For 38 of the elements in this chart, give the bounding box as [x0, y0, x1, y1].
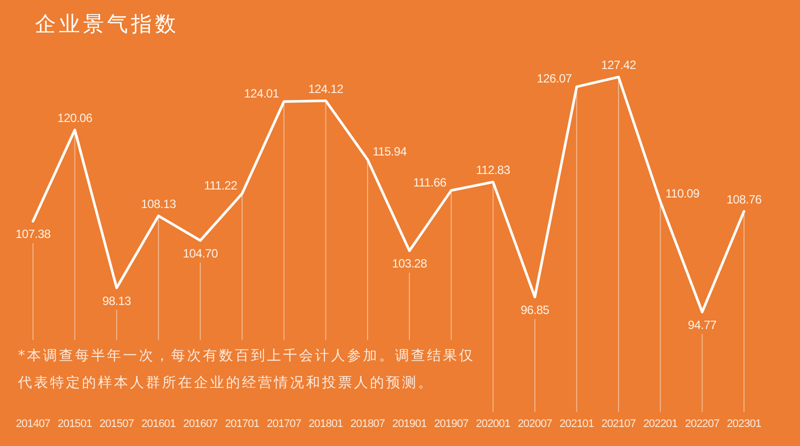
x-tick-label: 202207	[685, 418, 720, 430]
data-label: 107.38	[16, 227, 52, 242]
data-label: 127.42	[601, 58, 637, 72]
data-label: 94.77	[688, 318, 718, 332]
x-tick-label: 202101	[560, 418, 594, 430]
x-tick-label: 201807	[350, 418, 386, 430]
x-tick-label: 202201	[643, 418, 678, 430]
x-tick-label: 201507	[99, 418, 134, 430]
x-tick-label: 201601	[141, 418, 176, 430]
x-tick-label: 202001	[476, 418, 510, 430]
x-tick-label: 201907	[434, 418, 469, 430]
data-label: 96.85	[520, 303, 550, 318]
data-label: 120.06	[57, 110, 93, 125]
annotation: *本调查每半年一次，每次有数百到上千会计人参加。调查结果仅代表特定的样本人群所在企业的经营情况和投票人的预测。	[18, 347, 476, 393]
x-tick-label: 202301	[726, 418, 762, 430]
x-tick-label: 201707	[266, 418, 302, 430]
x-tick-label: 202107	[601, 418, 636, 430]
x-tick-label: 202007	[518, 418, 552, 430]
data-label: 108.13	[141, 196, 177, 211]
x-tick-label: 201501	[58, 418, 92, 430]
x-tick-label: 201701	[224, 418, 260, 430]
data-label: 111.66	[413, 175, 447, 190]
data-label: 98.13	[102, 294, 132, 308]
x-tick-label: 201901	[392, 418, 427, 430]
data-label: 115.94	[372, 144, 408, 159]
data-label: 103.28	[392, 256, 428, 271]
data-label: 104.70	[182, 246, 218, 261]
data-label: 108.76	[726, 192, 762, 206]
data-label: 111.22	[204, 178, 238, 193]
x-tick-label: 201801	[308, 418, 344, 430]
x-tick-label: 201607	[183, 418, 218, 430]
data-label: 110.09	[665, 186, 700, 201]
data-label: 126.07	[536, 72, 572, 86]
data-label: 124.01	[244, 86, 280, 101]
x-tick-label: 201407	[16, 418, 50, 430]
title: 企业景气指数	[35, 12, 179, 36]
data-label: 112.83	[476, 163, 511, 178]
data-label: 124.12	[308, 82, 344, 96]
